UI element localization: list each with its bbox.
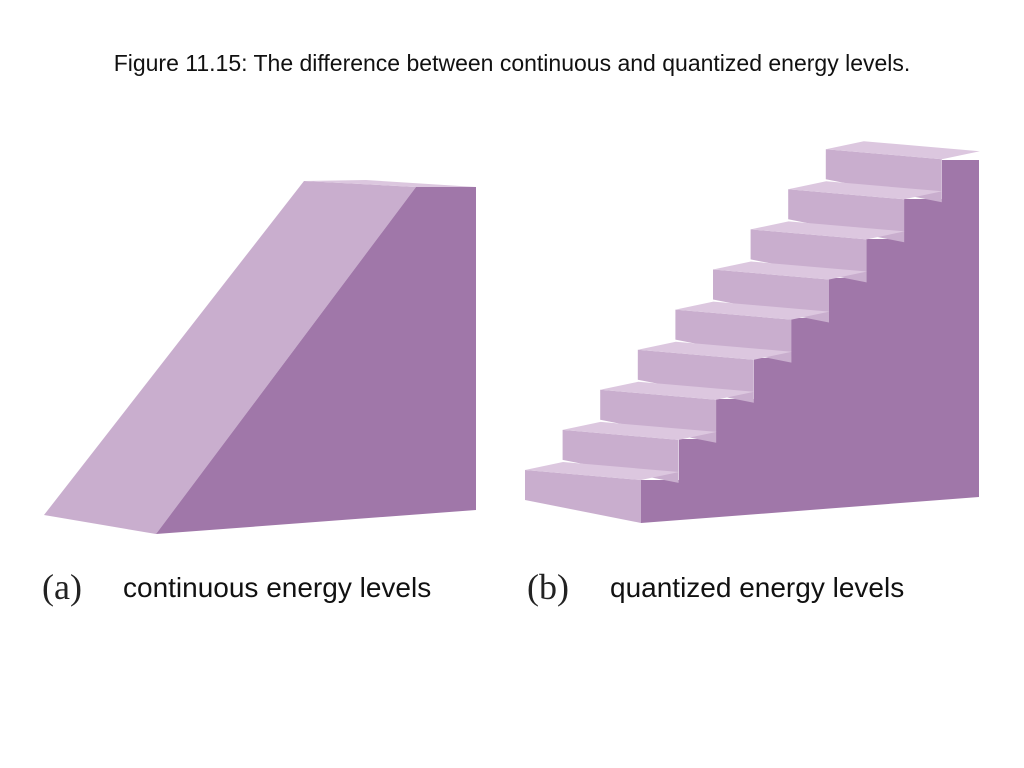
step-top-face	[675, 301, 830, 320]
step-top-face	[600, 381, 755, 400]
step-top-face	[788, 181, 943, 200]
ramp-side-face	[156, 187, 476, 534]
staircase-steps	[525, 141, 980, 523]
step-top-face	[637, 341, 792, 360]
step-top-face	[562, 421, 717, 440]
ramp-slope-face	[44, 181, 416, 534]
continuous-ramp	[44, 180, 476, 534]
panel-a-letter: (a)	[42, 567, 82, 607]
step-top-face	[825, 141, 980, 160]
ramp-top-edge	[304, 180, 476, 187]
figure-title: Figure 11.15: The difference between con…	[113, 50, 911, 76]
panel-b-caption: quantized energy levels	[610, 572, 905, 603]
step-top-face	[750, 221, 905, 240]
step-top-face	[713, 261, 867, 280]
quantized-staircase	[525, 141, 980, 523]
staircase-side-face	[641, 160, 979, 523]
panel-b-letter: (b)	[527, 567, 569, 607]
step-top-face	[525, 462, 679, 480]
step-front-face	[525, 470, 641, 523]
panel-a-caption: continuous energy levels	[123, 572, 432, 603]
